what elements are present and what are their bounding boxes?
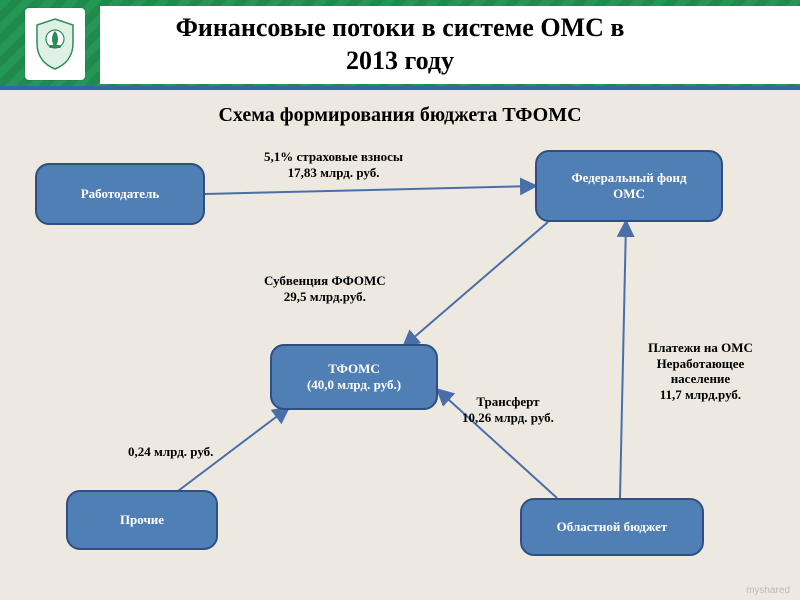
footer-link: myshared	[746, 585, 790, 596]
node-employer: Работодатель	[35, 163, 205, 225]
header-bar: Финансовые потоки в системе ОМС в2013 го…	[0, 0, 800, 90]
edge-ffoms-to-tfoms	[404, 222, 548, 346]
edge-label-3: Платежи на ОМС Неработающее население 11…	[648, 340, 753, 402]
shield-logo	[25, 8, 85, 80]
edge-regional-to-ffoms	[620, 222, 626, 498]
edge-employer-to-ffoms	[205, 186, 535, 194]
edge-label-0: 5,1% страховые взносы 17,83 млрд. руб.	[264, 149, 403, 180]
edge-label-2: Трансферт 10,26 млрд. руб.	[462, 394, 554, 425]
node-regional: Областной бюджет	[520, 498, 704, 556]
node-other: Прочие	[66, 490, 218, 550]
page-title: Финансовые потоки в системе ОМС в2013 го…	[0, 12, 800, 77]
subtitle: Схема формирования бюджета ТФОМС	[0, 104, 800, 127]
node-ffoms: Федеральный фондОМС	[535, 150, 723, 222]
edge-label-4: 0,24 млрд. руб.	[128, 444, 213, 460]
node-tfoms: ТФОМС(40,0 млрд. руб.)	[270, 344, 438, 410]
edge-label-1: Субвенция ФФОМС 29,5 млрд.руб.	[264, 273, 386, 304]
